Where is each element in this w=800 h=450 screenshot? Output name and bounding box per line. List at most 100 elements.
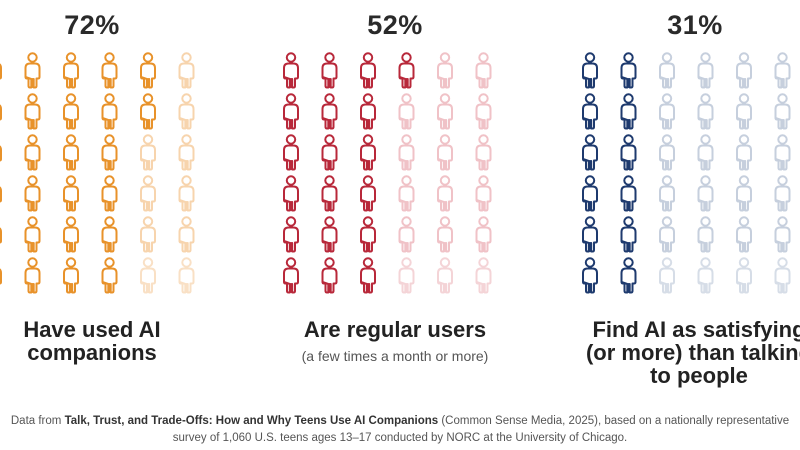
person-icon <box>321 216 338 253</box>
person-icon <box>659 52 675 89</box>
person-icon <box>321 52 338 89</box>
person-icon <box>398 134 415 171</box>
footnote-line-1: Data from Talk, Trust, and Trade-Offs: H… <box>0 413 800 430</box>
person-icon <box>63 134 79 171</box>
source-footnote: Data from Talk, Trust, and Trade-Offs: H… <box>0 413 800 447</box>
footnote-line1-suffix: (Common Sense Media, 2025), based on a n… <box>438 415 790 427</box>
person-icon <box>398 175 415 212</box>
person-icon <box>360 175 376 212</box>
person-icon <box>582 93 598 130</box>
person-icon <box>582 257 598 294</box>
person-icon <box>0 186 2 203</box>
panel-title: Find AI as satisfying (or more) than tal… <box>584 318 800 387</box>
panel-title-line: Find AI as satisfying <box>592 317 800 342</box>
person-icon <box>697 175 714 212</box>
person-icon <box>178 134 195 171</box>
panel-title: Are regular users <box>285 318 505 341</box>
person-icon <box>101 93 118 130</box>
person-icon <box>0 268 2 285</box>
person-icon <box>582 175 598 212</box>
person-icon <box>697 134 714 171</box>
panel-title-line: Are regular users <box>303 317 487 342</box>
person-icon <box>63 52 79 89</box>
person-icon <box>620 216 637 253</box>
person-icon <box>437 175 453 212</box>
person-icon <box>0 104 2 121</box>
person-icon <box>178 52 195 89</box>
person-icon <box>24 134 41 171</box>
person-icon <box>582 134 598 171</box>
person-icon <box>283 52 299 89</box>
panel-find-satisfying: 31% Find AI as satisfying (or more) than… <box>580 0 800 400</box>
person-icon <box>736 134 752 171</box>
person-icon <box>360 216 376 253</box>
person-icon <box>360 257 376 294</box>
panel-subtitle: (a few times a month or more) <box>301 348 489 364</box>
person-icon <box>321 257 338 294</box>
person-icon <box>697 257 714 294</box>
person-icon <box>398 93 415 130</box>
person-icon <box>774 52 791 89</box>
person-icon <box>475 134 492 171</box>
person-icon <box>437 134 453 171</box>
person-icon <box>101 134 118 171</box>
person-icon <box>360 52 376 89</box>
person-icon <box>736 257 752 294</box>
person-icon <box>321 175 338 212</box>
person-icon <box>398 257 415 294</box>
person-icon <box>283 93 299 130</box>
person-icon <box>321 93 338 130</box>
person-icon <box>697 93 714 130</box>
person-icon <box>736 52 752 89</box>
person-icon <box>140 52 156 89</box>
person-icon <box>620 134 637 171</box>
person-icon <box>283 216 299 253</box>
person-icon <box>659 93 675 130</box>
person-icon <box>659 175 675 212</box>
person-icon <box>659 134 675 171</box>
person-icon <box>24 175 41 212</box>
person-icon <box>659 216 675 253</box>
panel-title-line: companions <box>27 340 157 365</box>
panel-title: Have used AI companions <box>0 318 197 364</box>
person-icon <box>283 257 299 294</box>
person-icon <box>140 175 156 212</box>
person-icon <box>0 63 2 80</box>
person-icon <box>24 216 41 253</box>
person-icon <box>398 216 415 253</box>
person-icon <box>0 145 2 162</box>
person-icon <box>101 216 118 253</box>
person-icon <box>140 216 156 253</box>
person-icon <box>283 175 299 212</box>
person-icon <box>437 52 453 89</box>
person-icon <box>178 257 195 294</box>
person-icon-grid <box>578 52 800 298</box>
person-icon <box>774 93 791 130</box>
person-icon <box>582 216 598 253</box>
person-icon <box>101 257 118 294</box>
person-icon <box>774 175 791 212</box>
person-icon <box>620 175 637 212</box>
person-icon <box>620 52 637 89</box>
person-icon <box>437 257 453 294</box>
percent-value: 52% <box>367 10 423 40</box>
person-icon <box>140 134 156 171</box>
person-icon-grid <box>0 52 213 298</box>
person-icon <box>178 175 195 212</box>
person-icon <box>697 216 714 253</box>
person-icon <box>774 216 791 253</box>
person-icon <box>140 257 156 294</box>
person-icon <box>63 175 79 212</box>
panel-title-line: to people <box>650 363 748 388</box>
person-icon <box>0 227 2 244</box>
person-icon <box>774 134 791 171</box>
person-icon <box>63 93 79 130</box>
person-icon <box>659 257 675 294</box>
percent-value: 31% <box>667 10 723 40</box>
person-icon <box>360 134 376 171</box>
panel-title-line: Have used AI <box>23 317 161 342</box>
person-icon <box>101 52 118 89</box>
person-icon <box>101 175 118 212</box>
person-icon <box>736 93 752 130</box>
person-icon <box>620 257 637 294</box>
